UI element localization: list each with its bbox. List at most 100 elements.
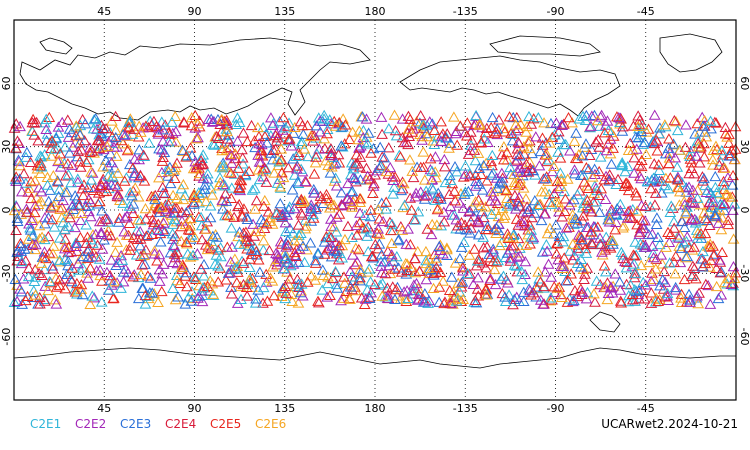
observation-marker (302, 150, 314, 162)
observation-marker (536, 139, 549, 150)
observation-marker (381, 292, 394, 303)
observation-marker (142, 121, 155, 133)
observation-marker (568, 193, 580, 205)
observation-marker (270, 247, 282, 259)
observation-marker (463, 249, 476, 260)
observation-marker (449, 161, 461, 172)
observation-marker (504, 253, 517, 264)
observation-marker (707, 250, 720, 261)
observation-marker (57, 217, 70, 228)
legend-item-c2e1: C2E1 (30, 417, 62, 431)
observation-markers (8, 109, 742, 310)
observation-marker (167, 239, 180, 250)
observation-marker (637, 138, 649, 149)
legend-item-c2e4: C2E4 (165, 417, 197, 431)
observation-marker (32, 135, 44, 146)
observation-marker (621, 212, 634, 223)
observation-marker (693, 157, 706, 168)
observation-marker (253, 173, 266, 185)
observation-marker (260, 176, 273, 187)
observation-marker (169, 110, 182, 121)
observation-marker (265, 112, 277, 123)
observation-marker (449, 195, 461, 206)
observation-marker (220, 195, 233, 206)
observation-marker (547, 160, 560, 172)
observation-marker (525, 118, 538, 129)
observation-marker (674, 144, 686, 155)
observation-marker (286, 184, 299, 195)
observation-marker (514, 150, 526, 161)
observation-marker (698, 172, 710, 184)
observation-marker (572, 245, 585, 256)
observation-marker (444, 137, 457, 148)
observation-marker (241, 135, 254, 147)
observation-marker (89, 228, 102, 239)
observation-marker (201, 173, 214, 184)
observation-marker (489, 204, 502, 216)
observation-marker (520, 158, 533, 169)
observation-marker (38, 263, 51, 275)
observation-marker (30, 238, 42, 250)
observation-marker (435, 116, 447, 127)
observation-marker (73, 156, 86, 167)
observation-marker (526, 211, 538, 223)
observation-marker (38, 233, 51, 245)
observation-marker (372, 204, 385, 215)
observation-marker (117, 276, 130, 287)
observation-marker (631, 219, 643, 230)
observation-marker (590, 136, 602, 147)
observation-marker (295, 193, 308, 204)
observation-marker (136, 282, 149, 293)
observation-marker (539, 149, 552, 160)
observation-marker (50, 272, 62, 283)
observation-marker (144, 272, 157, 283)
observation-marker (481, 175, 493, 186)
observation-marker (600, 144, 613, 156)
observation-marker (681, 250, 693, 262)
observation-marker (47, 170, 60, 181)
observation-marker (220, 274, 232, 285)
observation-marker (435, 135, 447, 147)
observation-marker (214, 171, 226, 183)
observation-marker (13, 173, 26, 184)
observation-marker (24, 156, 37, 168)
observation-marker (649, 199, 661, 210)
observation-marker (551, 282, 564, 293)
observation-marker (401, 285, 413, 296)
observation-marker (322, 242, 335, 253)
observation-marker (254, 225, 267, 237)
observation-marker (449, 127, 462, 139)
observation-marker (452, 277, 465, 288)
observation-marker (195, 219, 208, 231)
observation-marker (508, 293, 521, 305)
observation-marker (536, 246, 549, 257)
observation-marker (333, 240, 345, 251)
observation-marker (703, 219, 716, 231)
observation-marker (87, 123, 100, 134)
observation-marker (298, 143, 311, 154)
observation-marker (663, 133, 675, 144)
observation-marker (11, 215, 24, 226)
observation-marker (19, 255, 32, 266)
observation-marker (473, 178, 486, 189)
observation-marker (176, 144, 189, 155)
observation-marker (171, 274, 183, 286)
observation-marker (307, 212, 320, 223)
observation-marker (137, 149, 150, 160)
observation-marker (493, 239, 506, 251)
observation-marker (195, 263, 207, 274)
observation-marker (610, 208, 623, 219)
lat-tick-label-right: -60 (738, 328, 750, 346)
observation-marker (231, 112, 244, 123)
observation-marker (200, 195, 212, 207)
observation-marker (257, 200, 270, 211)
observation-marker (639, 279, 652, 290)
legend-item-c2e3: C2E3 (120, 417, 152, 431)
observation-marker (439, 176, 452, 188)
observation-marker (361, 170, 374, 181)
observation-marker (477, 242, 490, 253)
observation-marker (60, 170, 72, 181)
observation-marker (175, 220, 188, 232)
observation-marker (476, 184, 489, 195)
observation-marker (153, 248, 166, 260)
